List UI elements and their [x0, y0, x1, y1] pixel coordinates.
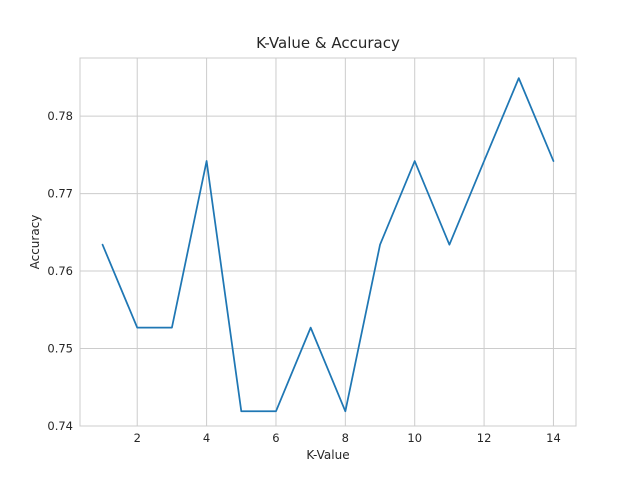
- y-axis-label: Accuracy: [28, 215, 42, 270]
- x-tick-label: 4: [203, 431, 210, 445]
- series-layer: [101, 77, 555, 413]
- x-tick-label: 14: [546, 431, 561, 445]
- x-tick-label: 10: [407, 431, 422, 445]
- y-tick-label: 0.75: [47, 342, 73, 356]
- plot-frame: [79, 57, 577, 427]
- y-tick-label: 0.76: [47, 264, 73, 278]
- x-tick-label: 6: [272, 431, 279, 445]
- x-tick-label: 12: [477, 431, 492, 445]
- y-tick-label: 0.74: [47, 419, 73, 433]
- x-axis-label: K-Value: [306, 448, 349, 462]
- x-tick-label: 8: [342, 431, 349, 445]
- y-tick-label: 0.78: [47, 109, 73, 123]
- x-tick-label: 2: [134, 431, 141, 445]
- tick-layer: 2 4 6 8 10 12 14 0.74 0.75 0.76 0.77 0.78: [47, 109, 560, 445]
- chart-title: K-Value & Accuracy: [256, 34, 400, 52]
- y-tick-label: 0.77: [47, 187, 73, 201]
- grid-layer: [80, 58, 576, 427]
- series-line: [101, 77, 555, 413]
